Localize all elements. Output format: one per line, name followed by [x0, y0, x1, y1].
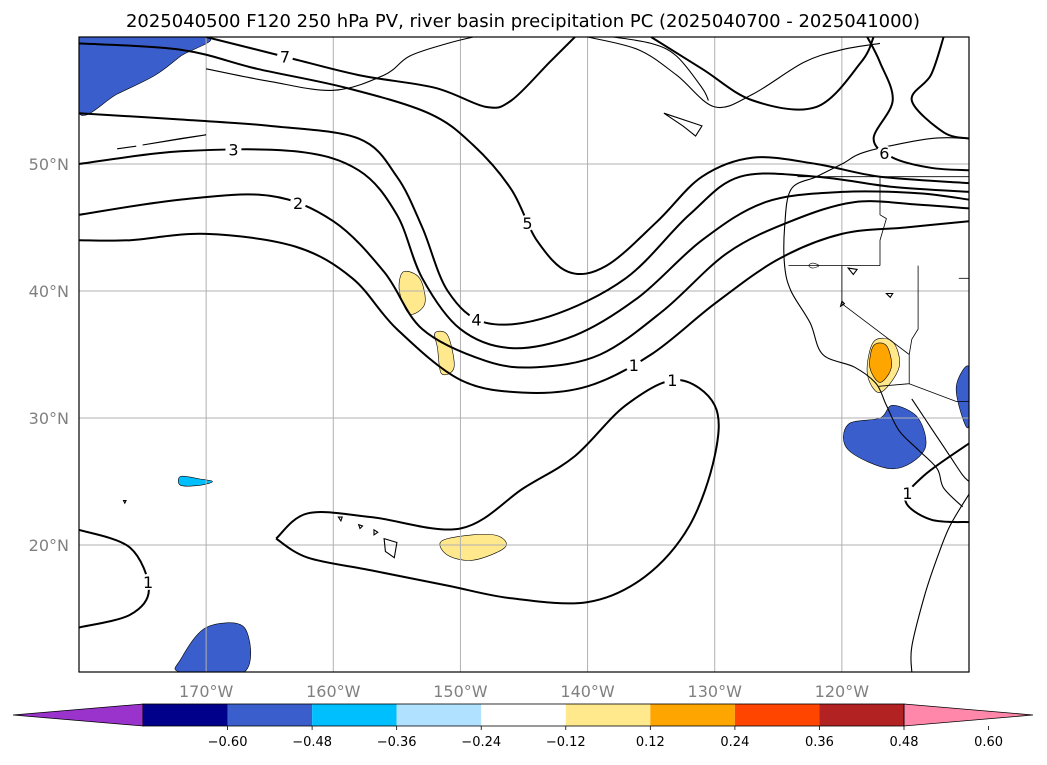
precip-pc-blob-6 [398, 270, 426, 315]
colorbar-tick-label-8: 0.48 [890, 735, 919, 750]
colorbar-tick-label-9: 0.60 [974, 735, 1003, 750]
x-axis-ticks: 170°W 160°W 150°W 140°W 130°W 120°W [179, 682, 869, 701]
pv-contour-8 [866, 37, 969, 172]
x-tick-label-5: 120°W [815, 682, 870, 701]
colorbar-tick-label-6: 0.24 [720, 735, 749, 750]
pv-contour-2 [79, 220, 969, 394]
island-8 [142, 134, 207, 146]
y-axis-ticks: 20°N 30°N 40°N 50°N [29, 155, 69, 555]
precip-pc-blob-3 [843, 404, 927, 470]
pv-contour-11 [910, 37, 969, 140]
colorbar-tick-label-7: 0.36 [805, 735, 834, 750]
colorbar-bin-3 [396, 704, 482, 726]
pv-contour-7 [79, 42, 969, 276]
colorbar-bin-6 [650, 704, 735, 726]
island-6 [846, 267, 859, 276]
pv-contour-label-bg-6 [468, 311, 485, 328]
map-background [79, 37, 969, 672]
colorbar-bin-8 [819, 704, 904, 726]
chart-title: 2025040500 F120 250 hPa PV, river basin … [126, 11, 920, 32]
island-10 [663, 112, 703, 137]
colorbar-bin-7 [734, 704, 820, 726]
pv-contour-5 [79, 148, 969, 350]
coastline-5 [612, 37, 709, 101]
pv-contour-label-5: 3 [228, 140, 238, 159]
colorbar-tick-label-1: −0.48 [292, 735, 332, 750]
pv-contour-label-bg-2 [625, 357, 642, 374]
coastline-4 [205, 37, 474, 91]
pv-contour-label-7: 5 [522, 214, 532, 233]
island-7 [839, 300, 846, 308]
pv-contour-label-8: 6 [879, 144, 889, 163]
island-3 [383, 537, 398, 559]
colorbar-tick-label-0: −0.60 [208, 735, 248, 750]
colorbar-bin-4 [481, 704, 566, 726]
coastline-0 [910, 493, 969, 672]
pv-contour-label-4: 2 [293, 194, 303, 213]
colorbar-bin-0 [143, 704, 228, 726]
colorbar-tick-label-2: −0.36 [377, 735, 417, 750]
precip-pc-blob-5 [178, 475, 213, 487]
y-tick-label-1: 30°N [29, 409, 69, 428]
pv-contour-6 [79, 112, 969, 326]
coastline-1 [783, 137, 969, 508]
pv-contour-label-bg-3 [899, 484, 916, 501]
coastline-2 [911, 398, 969, 482]
pv-contour-label-3: 1 [902, 484, 912, 503]
y-tick-label-0: 20°N [29, 536, 69, 555]
island-1 [357, 523, 364, 530]
x-tick-label-1: 160°W [306, 682, 361, 701]
y-tick-label-2: 40°N [29, 282, 69, 301]
pv-contour-label-2: 1 [629, 356, 639, 375]
pv-contour-label-9: 7 [280, 48, 290, 67]
pv-contour-10 [650, 37, 875, 111]
x-tick-label-3: 140°W [560, 682, 615, 701]
colorbar-tick-label-3: −0.24 [461, 735, 501, 750]
pv-contour-label-1: 1 [667, 371, 677, 390]
x-tick-label-0: 170°W [179, 682, 234, 701]
precip-pc-blob-8 [439, 534, 507, 561]
pv-contour-4 [79, 193, 969, 369]
map-area: 1 1 1 1 2 3 4 5 6 7 [79, 37, 969, 672]
colorbar-tick-label-5: 0.12 [636, 735, 665, 750]
colorbar-frame [142, 703, 905, 727]
pv-contour-label-bg-1 [664, 372, 681, 389]
pv-contour-label-bg-9 [276, 48, 293, 65]
x-tick-label-2: 150°W [433, 682, 488, 701]
island-9 [117, 145, 137, 150]
pv-contour-label-0: 1 [143, 573, 153, 592]
pv-contour-label-bg-8 [876, 145, 893, 162]
island-5 [885, 292, 894, 299]
precip-pc-blob-10 [869, 342, 892, 383]
colorbar-bin-1 [227, 704, 313, 726]
coastline-3 [587, 37, 881, 109]
pv-contour-1 [275, 378, 720, 605]
map-frame [78, 36, 970, 673]
pv-contour-label-6: 4 [471, 310, 481, 329]
colorbar-under-arrow [12, 703, 144, 727]
colorbar-tick-label-4: −0.12 [546, 735, 586, 750]
pv-contour-label-bg-5 [225, 141, 242, 158]
colorbar-bin-2 [312, 704, 397, 726]
pv-contour-label-bg-0 [140, 573, 157, 590]
colorbar: −0.60 −0.48 −0.36 −0.24 −0.12 0.12 0.24 0.36 0.4… [12, 703, 1034, 750]
pv-contour-label-bg-4 [290, 194, 307, 211]
island-0 [337, 516, 343, 523]
pv-contour-label-bg-7 [519, 214, 536, 231]
island-2 [373, 528, 379, 536]
border-4 [908, 265, 919, 355]
coastlines [117, 37, 969, 672]
x-tick-label-4: 130°W [688, 682, 743, 701]
border-5 [909, 383, 969, 402]
colorbar-over-arrow [903, 703, 1034, 727]
island-4 [122, 499, 127, 505]
y-tick-label-3: 50°N [29, 155, 69, 174]
colorbar-bin-5 [565, 704, 651, 726]
pv-contours: 1 1 1 1 2 3 4 5 6 7 [79, 37, 969, 629]
